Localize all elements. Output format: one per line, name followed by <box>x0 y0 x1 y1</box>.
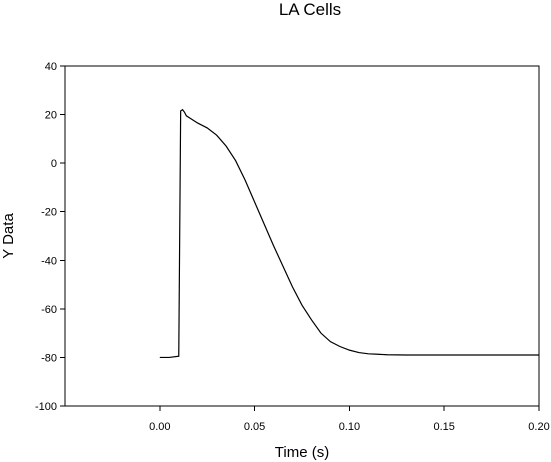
y-tick-label: 0 <box>51 158 57 170</box>
y-tick-label: -20 <box>41 207 57 219</box>
x-axis-ticks: 0.00 0.05 0.10 0.15 0.20 <box>149 406 550 433</box>
x-axis-title: Time (s) <box>275 444 329 461</box>
y-tick-label: -100 <box>35 401 57 413</box>
y-axis-title: Y Data <box>0 213 17 259</box>
y-tick-label: -80 <box>41 352 57 364</box>
data-series-line <box>159 108 539 359</box>
y-tick-label: 40 <box>45 61 57 73</box>
y-tick-label: -40 <box>41 255 57 267</box>
chart-title: LA Cells <box>279 0 341 19</box>
x-tick-label: 0.20 <box>528 421 549 433</box>
y-tick-label: 20 <box>45 110 57 122</box>
x-tick-label: 0.00 <box>149 421 170 433</box>
x-tick-label: 0.15 <box>433 421 454 433</box>
x-tick-label: 0.05 <box>244 421 265 433</box>
y-tick-label: -60 <box>41 304 57 316</box>
x-tick-label: 0.10 <box>339 421 360 433</box>
plot-frame <box>64 65 540 407</box>
y-axis-ticks: -100 -80 -60 -40 -20 0 20 40 <box>35 61 65 413</box>
